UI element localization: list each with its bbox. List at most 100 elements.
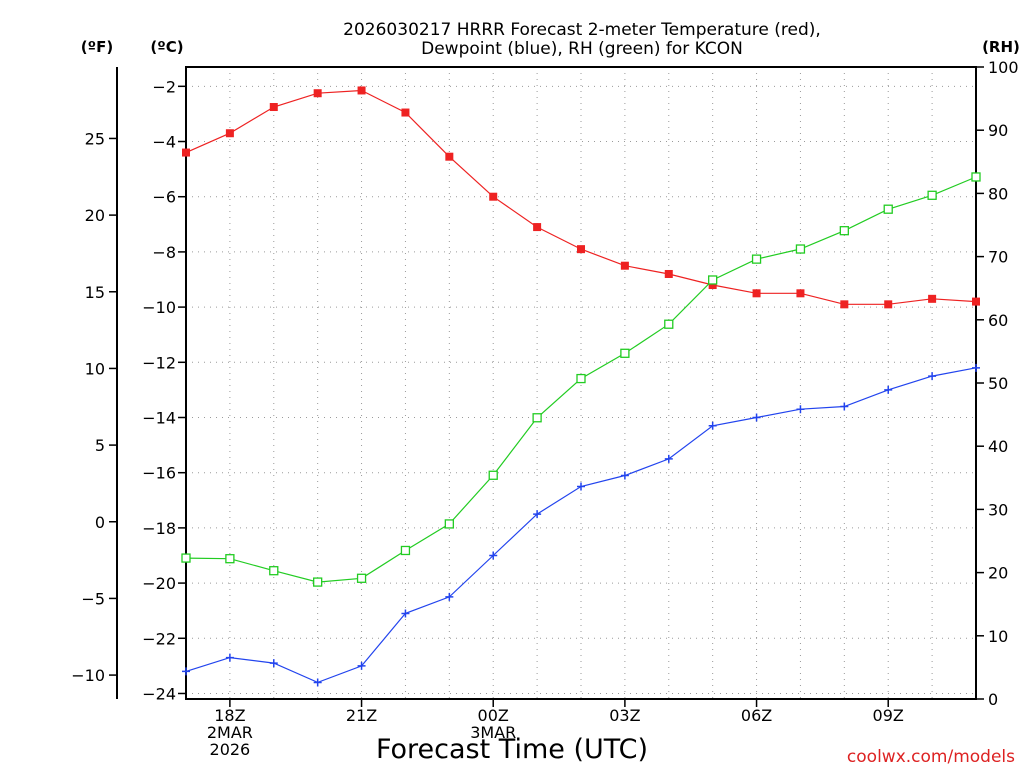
relative-humidity-point: [751, 254, 762, 264]
x-tick-label: 2026: [210, 740, 251, 759]
relative-humidity-point: [532, 413, 542, 423]
relative-humidity-point: [356, 573, 367, 583]
x-tick-label: 18Z: [214, 706, 245, 725]
dewpoint-point: [708, 421, 717, 430]
relative-humidity-point: [839, 226, 849, 236]
rh-tick-label: 10: [988, 627, 1008, 646]
fahrenheit-tick-label: 0: [95, 513, 105, 532]
fahrenheit-tick-label: 25: [85, 129, 105, 148]
rh-tick-label: 70: [988, 248, 1008, 267]
celsius-tick-label: −14: [142, 408, 176, 427]
chart-title-line-1: 2026030217 HRRR Forecast 2-meter Tempera…: [343, 20, 821, 40]
fahrenheit-tick-label: 15: [85, 283, 105, 302]
dewpoint-point: [269, 659, 278, 668]
dewpoint-point: [840, 402, 849, 411]
rh-tick-label: 20: [988, 564, 1008, 583]
rh-tick-label: 80: [988, 184, 1008, 203]
2-meter-temperature-point: [752, 289, 761, 298]
dewpoint-point: [796, 405, 805, 414]
dewpoint-point: [533, 510, 542, 519]
dewpoint-point: [972, 363, 980, 372]
relative-humidity-point: [795, 244, 806, 254]
2-meter-temperature-point: [884, 300, 893, 309]
2-meter-temperature-point: [708, 281, 717, 290]
2-meter-temperature-line: [185, 89, 977, 305]
x-tick-label: 00Z: [478, 706, 509, 725]
2-meter-temperature-point: [401, 108, 410, 117]
2-meter-temperature-point: [313, 89, 322, 98]
x-tick-label: 21Z: [346, 706, 377, 725]
2-meter-temperature-point: [972, 297, 980, 306]
celsius-tick-label: −22: [142, 629, 176, 648]
fahrenheit-tick-label: −10: [71, 666, 105, 685]
2-meter-temperature-point: [182, 148, 190, 157]
2-meter-temperature-point: [489, 192, 498, 201]
fahrenheit-tick-label: 10: [85, 359, 105, 378]
2-meter-temperature-point: [796, 289, 805, 298]
dewpoint-point: [401, 609, 410, 618]
rh-tick-label: 0: [988, 690, 998, 709]
celsius-tick-label: −12: [142, 353, 176, 372]
x-tick-label: 3MAR: [470, 723, 516, 742]
relative-humidity-point: [708, 275, 718, 285]
celsius-tick-label: −6: [152, 188, 176, 207]
chart-axes: −2 −4 −6 −8 −10 −12 −14 −16 −18 −20 −22 −24 25 20 15 10…: [71, 58, 1018, 759]
rh-tick-label: 100: [988, 58, 1019, 77]
rh-tick-label: 40: [988, 437, 1008, 456]
celsius-tick-label: −16: [142, 464, 176, 483]
relative-humidity-point: [444, 519, 454, 529]
relative-humidity-point: [313, 577, 323, 587]
celsius-tick-label: −20: [142, 574, 176, 593]
rh-tick-label: 50: [988, 374, 1008, 393]
relative-humidity-point: [400, 545, 411, 556]
data-series: [181, 86, 981, 687]
celsius-unit-label: (ºC): [150, 38, 183, 56]
x-tick-label: 09Z: [873, 706, 904, 725]
rh-tick-label: 30: [988, 500, 1008, 519]
fahrenheit-tick-label: 5: [95, 436, 105, 455]
rh-tick-label: 60: [988, 311, 1008, 330]
dewpoint-point: [225, 653, 234, 662]
relative-humidity-point: [269, 566, 279, 576]
dewpoint-point: [489, 551, 498, 560]
2-meter-temperature-point: [577, 245, 585, 254]
relative-humidity-point: [971, 172, 981, 182]
dewpoint-point: [577, 482, 585, 491]
chart-title-line-2: Dewpoint (blue), RH (green) for KCON: [421, 39, 743, 59]
x-tick-label: 06Z: [741, 706, 772, 725]
dewpoint-point: [928, 372, 937, 381]
x-tick-label: 2MAR: [207, 723, 253, 742]
dewpoint-point: [313, 678, 322, 687]
2-meter-temperature-point: [533, 223, 542, 232]
relative-humidity-point: [225, 554, 235, 564]
relative-humidity-point: [181, 553, 191, 563]
relative-humidity-point: [927, 190, 937, 200]
x-axis-label: Forecast Time (UTC): [376, 734, 648, 765]
relative-humidity-point: [664, 319, 674, 329]
celsius-tick-label: −18: [142, 519, 176, 538]
2-meter-temperature-point: [928, 294, 937, 303]
dewpoint-point: [357, 661, 366, 670]
2-meter-temperature-point: [620, 261, 629, 270]
dewpoint-point: [752, 413, 761, 422]
celsius-tick-label: −2: [152, 77, 176, 96]
rh-tick-label: 90: [988, 121, 1008, 140]
fahrenheit-unit-label: (ºF): [81, 38, 113, 56]
2-meter-temperature-point: [357, 86, 366, 95]
2-meter-temperature-point: [225, 129, 234, 138]
dewpoint-point: [445, 592, 454, 601]
fahrenheit-tick-label: 20: [85, 206, 105, 225]
2-meter-temperature-point: [840, 300, 849, 309]
rh-unit-label: (RH): [982, 38, 1020, 56]
relative-humidity-point: [576, 373, 586, 384]
dewpoint-point: [664, 454, 673, 463]
2-meter-temperature-point: [269, 103, 278, 112]
celsius-tick-label: −8: [152, 243, 176, 262]
fahrenheit-tick-label: −5: [81, 589, 105, 608]
relative-humidity-point: [488, 470, 498, 480]
x-tick-label: 03Z: [609, 706, 640, 725]
credit-text: coolwx.com/models: [847, 747, 1015, 767]
relative-humidity-point: [883, 204, 893, 214]
celsius-tick-label: −24: [142, 684, 176, 703]
dewpoint-point: [884, 385, 893, 394]
